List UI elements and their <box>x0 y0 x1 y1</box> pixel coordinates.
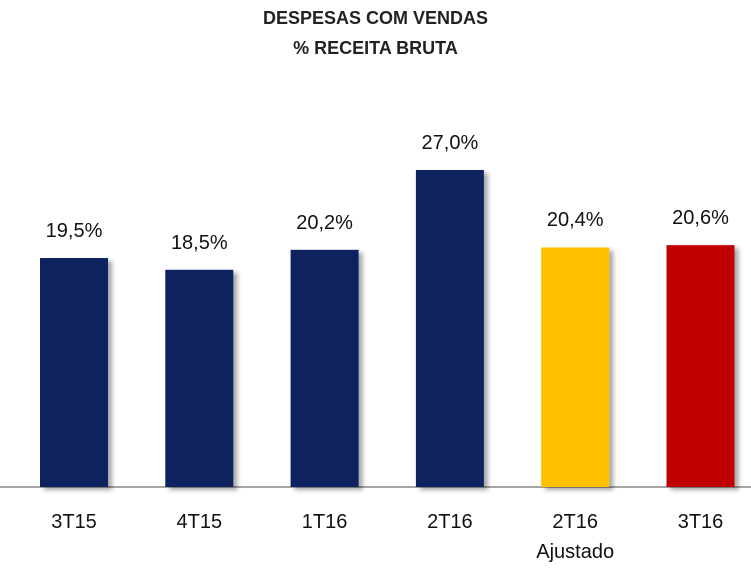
bar <box>666 245 735 487</box>
value-label: 19,5% <box>45 220 103 243</box>
bar <box>165 269 234 487</box>
value-label: 27,0% <box>421 132 479 154</box>
chart-title: DESPESAS COM VENDAS <box>262 8 489 28</box>
value-label: 20,6% <box>672 207 729 230</box>
x-tick-label: 2T16 <box>427 511 473 533</box>
bar <box>290 249 359 487</box>
x-tick-label: 2T16 Ajustado <box>536 511 615 563</box>
x-tick-label: 4T15 <box>176 511 223 533</box>
value-label: 20,2% <box>296 211 353 234</box>
chart-subtitle: % RECEITA BRUTA <box>293 38 458 58</box>
bar <box>40 258 108 487</box>
value-label: 20,4% <box>546 209 604 232</box>
x-tick-label: 1T16 <box>301 511 348 533</box>
x-tick-label: 3T16 <box>677 511 724 533</box>
bar <box>415 170 484 487</box>
value-label: 18,5% <box>170 231 228 254</box>
bar <box>541 247 610 487</box>
x-tick-label: 3T15 <box>51 511 97 533</box>
